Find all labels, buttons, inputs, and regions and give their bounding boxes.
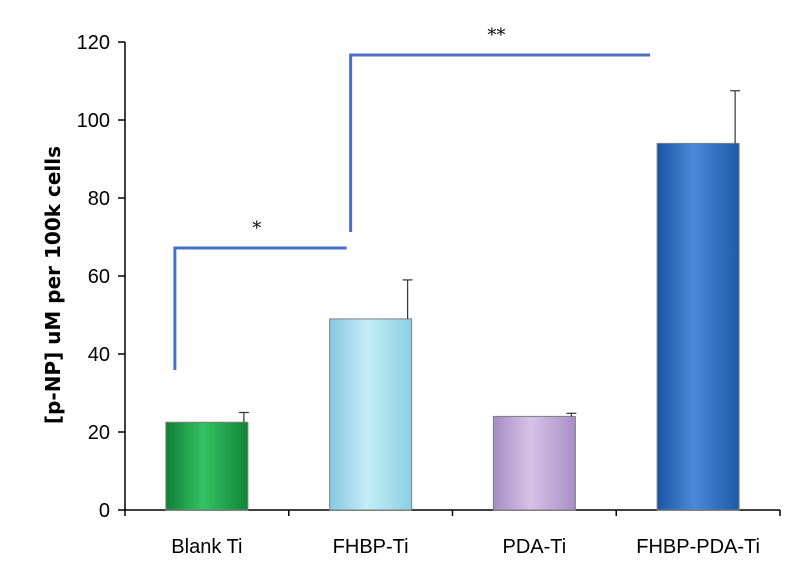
- bars: [165, 142, 740, 511]
- error-bars: [238, 90, 741, 423]
- bar: [492, 415, 576, 511]
- y-tick-label: 120: [77, 32, 110, 54]
- y-tick-label: 40: [88, 344, 110, 366]
- significance-brackets: ***: [173, 25, 651, 370]
- y-tick-label: 60: [88, 266, 110, 288]
- bar: [165, 421, 249, 511]
- x-tick-label: Blank Ti: [171, 536, 242, 558]
- significance-label: *: [252, 218, 261, 239]
- y-tick-label: 0: [99, 500, 110, 522]
- significance-label: **: [487, 25, 505, 46]
- bar: [656, 142, 740, 511]
- significance-bracket: [173, 246, 347, 370]
- significance-bracket: [349, 53, 651, 232]
- x-tick-label: PDA-Ti: [503, 536, 567, 558]
- y-tick-label: 20: [88, 422, 110, 444]
- y-tick-label: 80: [88, 188, 110, 210]
- x-tick-label: FHBP-PDA-Ti: [636, 536, 760, 558]
- axis-labels: 0 20 40 60 80 100 120 Blank Ti FHBP-Ti PDA-Ti FHBP…: [77, 32, 760, 558]
- bar: [329, 318, 413, 511]
- y-tick-label: 100: [77, 110, 110, 132]
- y-axis-label: [p-NP] uM per 100k cells: [41, 146, 65, 424]
- x-tick-label: FHBP-Ti: [333, 536, 409, 558]
